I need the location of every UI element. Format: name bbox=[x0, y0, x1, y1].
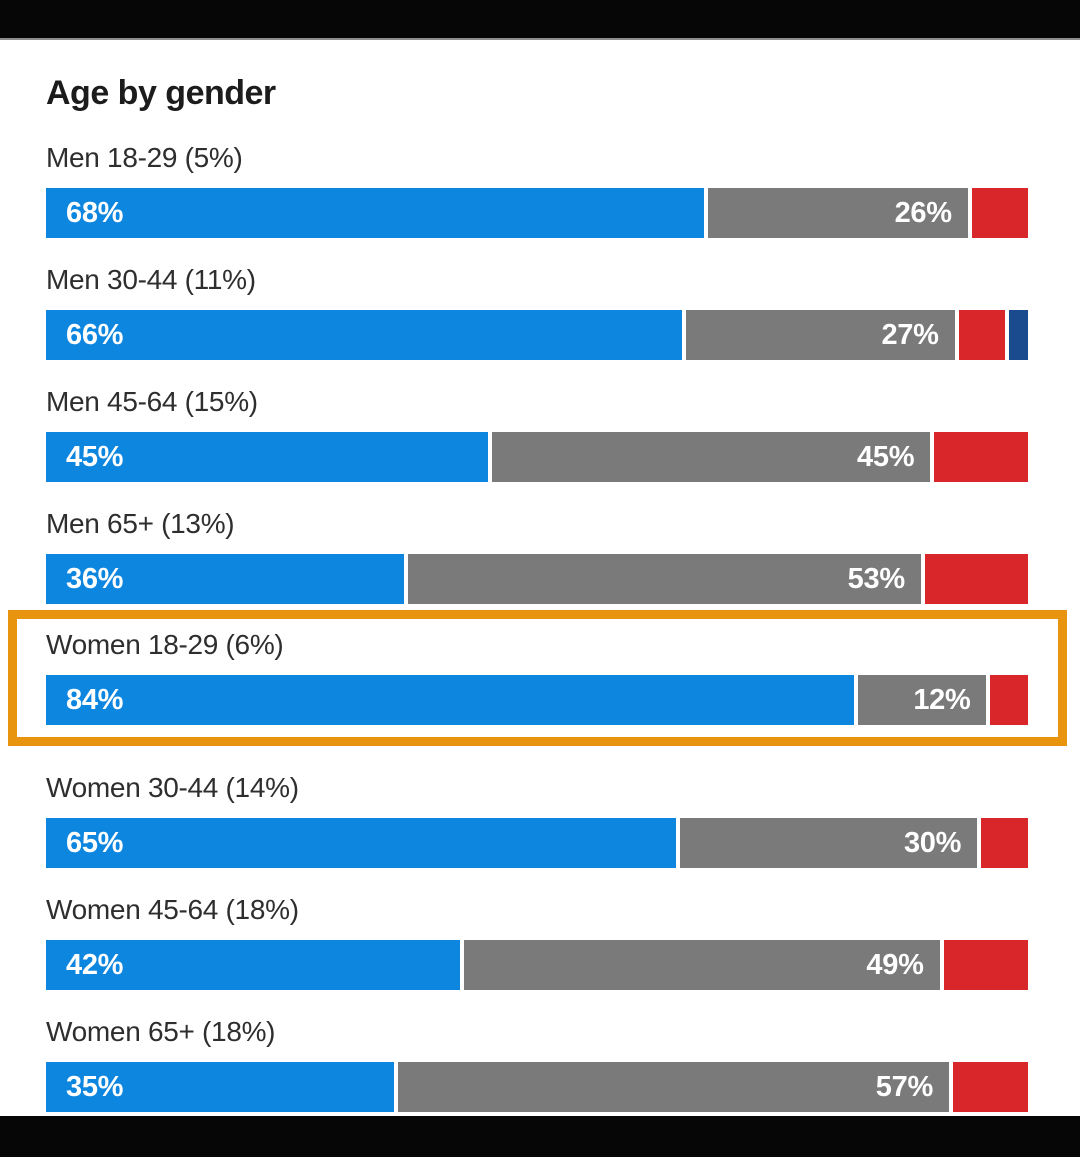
stacked-bar: 84% 12% bbox=[46, 675, 1028, 725]
row-label: Men 65+ (13%) bbox=[46, 508, 235, 539]
stacked-bar: 66% 27% bbox=[46, 310, 1029, 360]
bar-segment-red bbox=[943, 940, 1028, 990]
chart-row-highlighted: Women 18-29 (6%) 84% 12% bbox=[46, 627, 1028, 725]
bar-segment-red bbox=[958, 310, 1006, 360]
bar-segment-blue: 65% bbox=[46, 818, 676, 868]
row-label: Women 18-29 (6%) bbox=[46, 629, 284, 660]
highlight-box: Women 18-29 (6%) 84% 12% bbox=[8, 610, 1067, 746]
bar-segment-blue: 42% bbox=[46, 940, 460, 990]
bar-segment-red bbox=[952, 1062, 1028, 1112]
segment-value-label: 35% bbox=[66, 1070, 124, 1103]
stacked-bar: 45% 45% bbox=[46, 432, 1028, 482]
bar-segment-blue: 36% bbox=[46, 554, 404, 604]
bar-segment-gray: 49% bbox=[463, 940, 940, 990]
bar-segment-red bbox=[971, 188, 1028, 238]
bottom-letterbox bbox=[0, 1116, 1080, 1157]
segment-value-label: 26% bbox=[894, 196, 952, 229]
segment-value-label: 42% bbox=[66, 948, 124, 981]
bar-segment-red bbox=[981, 818, 1029, 868]
chart-title: Age by gender bbox=[46, 74, 276, 112]
bar-segment-navy bbox=[1009, 310, 1029, 360]
stacked-bar: 42% 49% bbox=[46, 940, 1028, 990]
segment-value-label: 49% bbox=[866, 948, 924, 981]
bar-segment-red bbox=[990, 675, 1028, 725]
segment-value-label: 45% bbox=[66, 440, 124, 473]
top-letterbox bbox=[0, 0, 1080, 40]
row-label: Women 30-44 (14%) bbox=[46, 772, 299, 803]
bar-segment-red bbox=[924, 554, 1029, 604]
segment-value-label: 12% bbox=[913, 683, 971, 716]
segment-value-label: 65% bbox=[66, 826, 124, 859]
chart-row: Women 45-64 (18%) 42% 49% bbox=[46, 892, 1028, 990]
bar-segment-gray: 45% bbox=[492, 432, 931, 482]
bar-segment-blue: 45% bbox=[46, 432, 489, 482]
bar-segment-gray: 57% bbox=[398, 1062, 949, 1112]
stacked-bar: 68% 26% bbox=[46, 188, 1028, 238]
segment-value-label: 57% bbox=[875, 1070, 933, 1103]
bar-segment-blue: 68% bbox=[46, 188, 704, 238]
segment-value-label: 27% bbox=[881, 318, 939, 351]
chart-row: Men 18-29 (5%) 68% 26% bbox=[46, 140, 1028, 238]
bar-segment-blue: 84% bbox=[46, 675, 854, 725]
bar-segment-blue: 66% bbox=[46, 310, 683, 360]
stacked-bar: 65% 30% bbox=[46, 818, 1029, 868]
segment-value-label: 68% bbox=[66, 196, 124, 229]
row-label: Men 30-44 (11%) bbox=[46, 264, 256, 295]
row-label: Women 45-64 (18%) bbox=[46, 894, 299, 925]
bar-segment-gray: 27% bbox=[686, 310, 955, 360]
bar-segment-blue: 35% bbox=[46, 1062, 395, 1112]
chart-row: Women 30-44 (14%) 65% 30% bbox=[46, 770, 1029, 868]
bar-segment-red bbox=[934, 432, 1028, 482]
bar-segment-gray: 30% bbox=[679, 818, 978, 868]
chart-row: Women 65+ (18%) 35% 57% bbox=[46, 1014, 1028, 1112]
stacked-bar: 35% 57% bbox=[46, 1062, 1028, 1112]
segment-value-label: 45% bbox=[857, 440, 915, 473]
segment-value-label: 66% bbox=[66, 318, 124, 351]
bar-segment-gray: 12% bbox=[857, 675, 987, 725]
segment-value-label: 84% bbox=[66, 683, 124, 716]
chart-row: Men 45-64 (15%) 45% 45% bbox=[46, 384, 1028, 482]
row-label: Women 65+ (18%) bbox=[46, 1016, 276, 1047]
segment-value-label: 30% bbox=[903, 826, 962, 859]
row-label: Men 18-29 (5%) bbox=[46, 142, 243, 173]
chart-row: Men 65+ (13%) 36% 53% bbox=[46, 506, 1029, 604]
bar-segment-gray: 26% bbox=[707, 188, 968, 238]
stacked-bar: 36% 53% bbox=[46, 554, 1029, 604]
segment-value-label: 53% bbox=[847, 562, 905, 595]
segment-value-label: 36% bbox=[66, 562, 124, 595]
row-label: Men 45-64 (15%) bbox=[46, 386, 258, 417]
bar-segment-gray: 53% bbox=[407, 554, 921, 604]
chart-row: Men 30-44 (11%) 66% 27% bbox=[46, 262, 1029, 360]
